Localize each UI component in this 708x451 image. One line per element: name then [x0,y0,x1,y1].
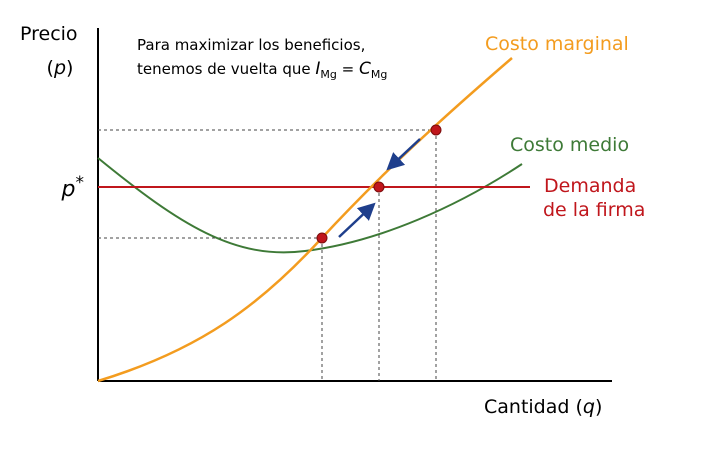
demand-label-line-2: de la firma [543,199,645,221]
demand-label-line-1: Demanda [544,175,636,197]
arrow-up-to-equilibrium [338,202,376,238]
x-axis-title: Cantidad (q) [484,396,602,418]
p-star-label: p* [61,173,84,202]
y-axis-title: Precio [20,23,78,45]
note-line-1: Para maximizar los beneficios, [137,36,365,54]
note-line-2: tenemos de vuelta que IMg = CMg [137,59,387,81]
point-equilibrium [373,181,385,193]
guide-lines [98,129,437,381]
y-axis-symbol: (p) [47,57,74,79]
marginal-cost-label: Costo marginal [485,33,629,55]
point-low-quantity [316,232,328,244]
average-cost-curve [97,157,523,254]
average-cost-label: Costo medio [510,134,629,156]
point-high-quantity [430,124,442,136]
marginal-cost-curve [97,57,513,383]
arrow-down-to-equilibrium [386,138,421,171]
